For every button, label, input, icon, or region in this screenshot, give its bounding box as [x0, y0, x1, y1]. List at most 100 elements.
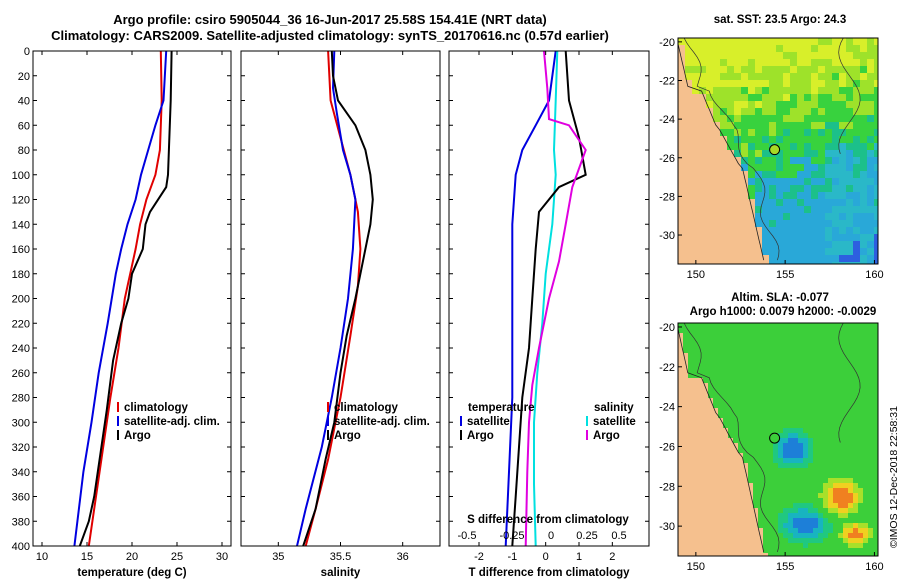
legend-label: satellite — [467, 416, 510, 428]
depth-tick-label: 400 — [12, 541, 30, 553]
sla-map-title-line-2: Argo h1000: 0.0079 h2000: -0.0029 — [689, 306, 877, 318]
depth-tick-label: 320 — [12, 442, 30, 454]
depth-tick-label: 280 — [12, 393, 30, 405]
difference-series-salinity-satellite — [533, 51, 559, 546]
legend-label: climatology — [334, 402, 399, 414]
s-diff-tick-label: 0.25 — [576, 530, 597, 542]
depth-tick-label: 340 — [12, 467, 30, 479]
lat-tick-label: -26 — [659, 441, 675, 453]
lat-tick-label: -22 — [659, 362, 675, 374]
legend-label: Argo — [467, 430, 494, 442]
coastline — [678, 41, 765, 261]
depth-tick-label: 240 — [12, 343, 30, 355]
depth-tick-label: 160 — [12, 244, 30, 256]
difference-legend: temperature salinity satellite Argo satellit… — [460, 402, 636, 442]
depth-tick-label: 180 — [12, 269, 30, 281]
lat-tick-label: -20 — [659, 322, 675, 334]
lat-tick-label: -28 — [659, 191, 675, 203]
depth-tick-label: 220 — [12, 318, 30, 330]
salinity-legend: climatology satellite-adj. clim. Argo — [327, 402, 430, 442]
title-line-2: Climatology: CARS2009. Satellite-adjuste… — [51, 28, 609, 43]
depth-tick-label: 120 — [12, 195, 30, 207]
depth-tick-label: 20 — [18, 71, 30, 83]
s-diff-tick-label: -0.5 — [458, 530, 477, 542]
lon-tick-label: 150 — [687, 561, 705, 573]
temperature-legend: climatology satellite-adj. clim. Argo — [117, 402, 220, 442]
difference-panel: -2 -1 0 1 2 T difference from climatology temp… — [448, 50, 650, 579]
salinity-panel: 35 35.5 36 salinity climatology satellite-adj… — [240, 50, 441, 579]
lat-tick-label: -24 — [659, 402, 675, 414]
salinity-frame — [240, 50, 441, 547]
temperature-series-climatology — [87, 51, 163, 546]
depth-tick-label: 60 — [18, 120, 30, 132]
sst-map-frame — [677, 37, 879, 265]
lon-tick-label: 155 — [776, 561, 794, 573]
salinity-xlabel: salinity — [321, 567, 361, 579]
depth-tick-label: 40 — [18, 96, 30, 108]
temperature-series-argo — [78, 51, 173, 546]
bathymetry-contour — [683, 38, 780, 261]
sla-map-title-line-1: Altim. SLA: -0.077 — [731, 292, 829, 304]
x-tick-label: 35 — [272, 551, 284, 563]
depth-tick-label: 380 — [12, 516, 30, 528]
x-tick-label: 10 — [36, 551, 48, 563]
lon-tick-label: 160 — [865, 269, 883, 281]
salinity-series-argo — [302, 51, 374, 546]
lon-tick-label: 155 — [776, 269, 794, 281]
x-tick-label: 36 — [397, 551, 409, 563]
x-tick-label: -1 — [507, 551, 517, 563]
depth-tick-label: 100 — [12, 170, 30, 182]
x-tick-label: 0 — [543, 551, 549, 563]
lon-tick-label: 160 — [865, 561, 883, 573]
difference-xlabel: T difference from climatology — [468, 567, 630, 579]
title-line-1: Argo profile: csiro 5905044_36 16-Jun-20… — [113, 12, 547, 27]
depth-tick-label: 0 — [24, 46, 30, 58]
lat-tick-label: -30 — [659, 521, 675, 533]
sla-map: -20 -22 -24 -26 -28 -30 150 155 160 — [659, 322, 884, 573]
depth-tick-label: 300 — [12, 417, 30, 429]
temperature-series-satellite-adj-clim- — [73, 51, 168, 546]
legend-label: Argo — [334, 430, 361, 442]
x-tick-label: 25 — [171, 551, 183, 563]
difference-series-temperature-satellite — [504, 51, 557, 546]
x-tick-label: 30 — [216, 551, 228, 563]
x-tick-label: 20 — [126, 551, 138, 563]
legend-title-salinity: salinity — [594, 402, 634, 414]
lat-tick-label: -28 — [659, 481, 675, 493]
temperature-panel: 0 20 40 60 80 100 120 140 160 180 200 220 240 260 280 3… — [12, 46, 232, 579]
legend-label: satellite-adj. clim. — [334, 416, 430, 428]
argo-float-marker — [769, 432, 781, 444]
s-diff-tick-label: 0.5 — [611, 530, 626, 542]
x-tick-label: 35.5 — [330, 551, 351, 563]
x-tick-label: 15 — [81, 551, 93, 563]
legend-label: satellite — [593, 416, 636, 428]
legend-label: climatology — [124, 402, 189, 414]
lat-tick-label: -30 — [659, 230, 675, 242]
difference-series-temperature-argo — [511, 51, 587, 546]
sst-map-title: sat. SST: 23.5 Argo: 24.3 — [713, 14, 847, 26]
lat-tick-label: -26 — [659, 153, 675, 165]
s-diff-tick-label: 0 — [548, 530, 554, 542]
depth-tick-label: 140 — [12, 219, 30, 231]
lat-tick-label: -24 — [659, 114, 675, 126]
legend-label: Argo — [593, 430, 620, 442]
x-tick-label: 1 — [576, 551, 582, 563]
depth-tick-label: 80 — [18, 145, 30, 157]
coastline — [678, 327, 765, 553]
argo-float-marker — [769, 144, 781, 156]
depth-tick-label: 200 — [12, 294, 30, 306]
legend-label: satellite-adj. clim. — [124, 416, 220, 428]
lat-tick-label: -20 — [659, 37, 675, 49]
s-diff-axis-label: S difference from climatology — [467, 514, 629, 526]
legend-title-temperature: temperature — [468, 402, 534, 414]
depth-tick-label: 360 — [12, 492, 30, 504]
depth-tick-label: 260 — [12, 368, 30, 380]
temperature-frame — [32, 50, 232, 547]
bathymetry-contour — [838, 323, 861, 443]
s-diff-tick-label: -0.25 — [499, 530, 524, 542]
salinity-series-satellite-adj-clim- — [296, 51, 357, 546]
bathymetry-contour — [838, 38, 861, 154]
lon-tick-label: 150 — [687, 269, 705, 281]
x-tick-label: 2 — [609, 551, 615, 563]
temperature-xlabel: temperature (deg C) — [77, 567, 186, 579]
